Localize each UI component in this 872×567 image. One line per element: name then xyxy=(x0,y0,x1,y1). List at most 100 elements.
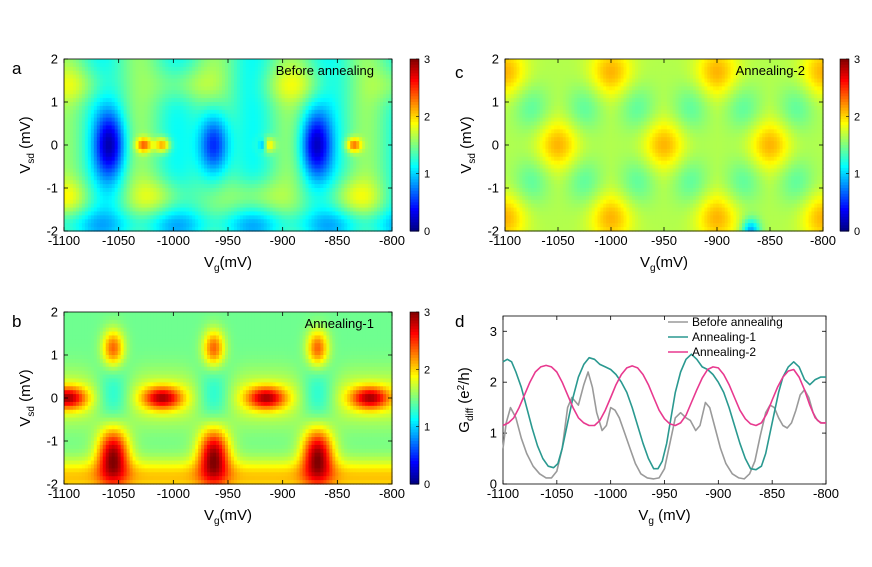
a-heatmap-cell xyxy=(228,168,232,173)
a-heatmap-cell xyxy=(123,191,128,197)
a-heatmap-cell xyxy=(225,223,229,228)
a-heatmap-cell xyxy=(64,184,68,189)
a-heatmap-cell xyxy=(105,227,110,232)
a-heatmap-cell xyxy=(132,152,137,158)
a-heatmap-cell xyxy=(165,133,169,138)
a-heatmap-cell xyxy=(213,148,217,154)
a-heatmap-cell xyxy=(99,180,104,185)
a-heatmap-cell xyxy=(120,168,125,173)
a-heatmap-cell xyxy=(263,199,268,205)
a-heatmap-cell xyxy=(174,168,178,173)
a-heatmap-cell xyxy=(102,105,107,111)
a-heatmap-cell xyxy=(180,188,184,193)
a-heatmap-cell xyxy=(171,211,175,216)
a-heatmap-cell xyxy=(171,184,175,189)
a-heatmap-cell xyxy=(147,94,152,99)
a-heatmap-cell xyxy=(150,117,155,123)
a-heatmap-cell xyxy=(153,211,158,216)
a-heatmap-cell xyxy=(114,164,119,170)
a-heatmap-cell xyxy=(242,109,247,115)
a-heatmap-cell xyxy=(263,86,268,91)
a-heatmap-cell xyxy=(201,102,205,107)
a-heatmap-cell xyxy=(198,78,202,84)
a-heatmap-cell xyxy=(87,94,92,99)
a-heatmap-cell xyxy=(251,86,256,91)
a-heatmap-cell xyxy=(278,105,283,111)
a-heatmap-cell xyxy=(102,94,107,99)
a-heatmap-cell xyxy=(66,156,71,162)
a-heatmap-cell xyxy=(123,90,128,95)
a-heatmap-cell xyxy=(236,105,241,111)
a-heatmap-cell xyxy=(233,141,238,146)
a-heatmap-cell xyxy=(251,59,256,64)
a-heatmap-cell xyxy=(228,137,232,142)
a-heatmap-cell xyxy=(251,66,256,72)
a-heatmap-cell xyxy=(114,207,119,213)
a-heatmap-cell xyxy=(117,211,122,216)
a-heatmap-cell xyxy=(126,188,131,193)
a-heatmap-cell xyxy=(111,117,116,123)
a-xlabel-unit: (mV) xyxy=(220,254,253,271)
a-heatmap-cell xyxy=(147,133,152,138)
a-heatmap-cell xyxy=(171,180,175,185)
a-heatmap-cell xyxy=(222,168,226,173)
a-heatmap-cell xyxy=(162,184,166,189)
a-heatmap-cell xyxy=(72,125,77,130)
a-heatmap-cell xyxy=(242,207,247,213)
a-heatmap-cell xyxy=(138,148,143,154)
a-heatmap-cell xyxy=(147,215,152,220)
a-heatmap-cell xyxy=(177,105,181,111)
a-heatmap-cell xyxy=(108,121,113,127)
a-heatmap-cell xyxy=(225,215,229,220)
a-heatmap-cell xyxy=(102,86,107,91)
a-heatmap-cell xyxy=(156,160,161,166)
a-heatmap-cell xyxy=(147,145,152,150)
a-heatmap-cell xyxy=(272,59,277,64)
a-heatmap-cell xyxy=(254,203,259,209)
a-heatmap-cell xyxy=(278,137,283,142)
a-heatmap-cell xyxy=(66,148,71,154)
a-heatmap-cell xyxy=(275,74,280,80)
a-heatmap-cell xyxy=(177,203,181,209)
a-heatmap-cell xyxy=(168,121,172,127)
a-heatmap-cell xyxy=(236,94,241,99)
a-heatmap-cell xyxy=(195,160,199,166)
a-heatmap-cell xyxy=(269,160,274,166)
a-heatmap-cell xyxy=(129,168,134,173)
a-heatmap-cell xyxy=(260,113,265,119)
a-heatmap-cell xyxy=(132,94,137,99)
a-heatmap-cell xyxy=(269,156,274,162)
a-heatmap-cell xyxy=(153,98,158,103)
a-heatmap-cell xyxy=(260,223,265,228)
a-heatmap-cell xyxy=(245,191,250,197)
a-heatmap-cell xyxy=(219,211,223,216)
a-heatmap-cell xyxy=(66,133,71,138)
a-heatmap-cell xyxy=(207,102,211,107)
a-heatmap-cell xyxy=(251,90,256,95)
a-heatmap-cell xyxy=(141,133,146,138)
a-heatmap-cell xyxy=(254,219,259,224)
a-heatmap-cell xyxy=(108,168,113,173)
a-heatmap-cell xyxy=(114,211,119,216)
a-heatmap-cell xyxy=(278,78,283,84)
a-heatmap-cell xyxy=(275,129,280,134)
a-heatmap-cell xyxy=(144,90,149,95)
a-heatmap-cell xyxy=(216,70,220,76)
a-heatmap-cell xyxy=(129,113,134,119)
a-heatmap-cell xyxy=(105,219,110,224)
a-heatmap-cell xyxy=(129,223,134,228)
a-heatmap-cell xyxy=(108,219,113,224)
a-heatmap-cell xyxy=(275,195,280,201)
a-heatmap-cell xyxy=(126,145,131,150)
a-heatmap-cell xyxy=(120,203,125,209)
a-heatmap-cell xyxy=(81,98,86,103)
a-heatmap-cell xyxy=(117,137,122,142)
a-heatmap-cell xyxy=(66,223,71,228)
a-heatmap-cell xyxy=(96,117,101,123)
a-heatmap-cell xyxy=(156,223,161,228)
a-heatmap-cell xyxy=(93,148,98,154)
a-heatmap-cell xyxy=(216,129,220,134)
a-heatmap-cell xyxy=(171,191,175,197)
a-heatmap-cell xyxy=(228,94,232,99)
a-heatmap-cell xyxy=(230,133,235,138)
